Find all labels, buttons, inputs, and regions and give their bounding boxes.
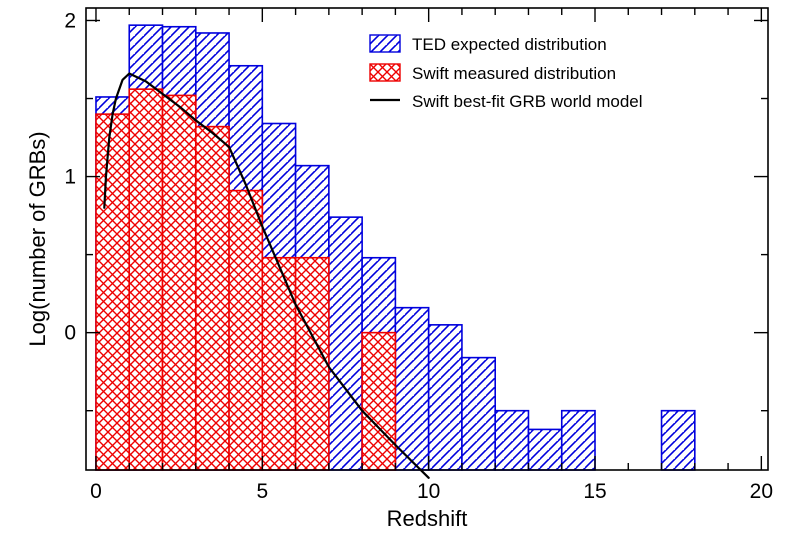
axes [85, 7, 769, 471]
x-tick-label: 10 [417, 480, 440, 503]
best-fit-curve [103, 72, 430, 479]
y-tick-label: 0 [64, 322, 76, 345]
plot-frame [85, 7, 769, 471]
bars-red-bar-4 [228, 189, 264, 471]
bars-red-bar-5 [261, 256, 297, 471]
x-tick-label: 5 [256, 480, 268, 503]
tick-labels: 0 5 10 15 20 0 1 2 [64, 9, 773, 503]
bars-blue-bar-13 [527, 428, 563, 471]
bars-red-bar-2 [161, 94, 197, 471]
swift-measured-bars [95, 88, 397, 471]
x-tick-label: 0 [90, 480, 102, 503]
bars-blue-bar-7 [328, 216, 363, 471]
legend-label-ted: TED expected distribution [412, 35, 607, 54]
bars-blue-bar-11 [461, 356, 496, 471]
bars-blue-bar-12 [494, 409, 530, 471]
bars-red-bar-0 [95, 113, 131, 471]
bars-blue-bar-15 [660, 409, 696, 471]
legend-swatch-ted [369, 34, 401, 53]
x-axis-label: Redshift [387, 506, 468, 531]
bars-red-bar-3 [194, 125, 230, 471]
ticks [86, 8, 768, 470]
best-fit-curve-group [103, 72, 430, 479]
bars-red-bar-6 [294, 256, 330, 471]
bars-red-bar-1 [128, 88, 164, 471]
bars-blue-bar-10 [427, 324, 463, 471]
x-tick-label: 15 [583, 480, 606, 503]
bars-blue-bar-9 [394, 306, 430, 471]
y-tick-label: 1 [64, 166, 76, 189]
legend-label-best-fit: Swift best-fit GRB world model [412, 92, 643, 111]
legend-swatch-swift-measured [369, 63, 401, 82]
legend-label-swift-measured: Swift measured distribution [412, 64, 616, 83]
bars-blue-bar-14 [560, 409, 596, 471]
x-tick-label: 20 [750, 480, 773, 503]
y-tick-label: 2 [64, 9, 76, 32]
legend: TED expected distribution Swift measured… [369, 34, 643, 111]
bars-red-bar-7 [361, 331, 397, 471]
y-axis-label: Log(number of GRBs) [25, 131, 50, 346]
